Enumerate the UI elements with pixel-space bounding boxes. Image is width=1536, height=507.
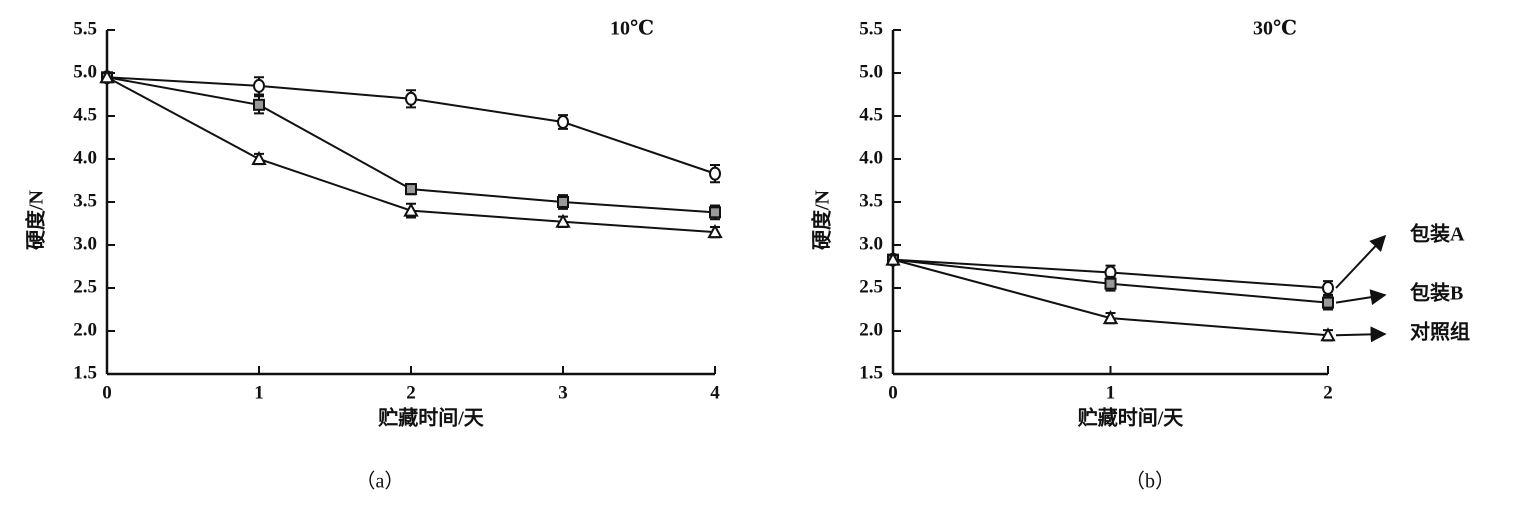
marker: [253, 98, 265, 111]
x-tick-label: 4: [710, 382, 720, 403]
legend-label: 包装A: [1410, 222, 1465, 246]
x-tick-label: 2: [406, 382, 416, 403]
marker: [1102, 310, 1119, 325]
y-axis-label: 硬度/N: [810, 189, 834, 250]
caption: （a）: [356, 470, 405, 493]
y-tick-label: 1.5: [859, 362, 883, 383]
x-tick-label: 3: [558, 382, 568, 403]
y-tick-label: 4.5: [859, 104, 883, 125]
marker: [1322, 296, 1334, 309]
y-tick-label: 5.5: [73, 18, 97, 39]
y-tick-label: 5.0: [73, 61, 97, 82]
legend-label: 包装B: [1410, 281, 1463, 305]
marker: [1322, 281, 1334, 295]
y-tick-label: 3.0: [859, 233, 883, 254]
x-axis-label: 贮藏时间/天: [377, 406, 485, 430]
chart-title: 10℃: [610, 18, 654, 40]
x-tick-label: 2: [1323, 382, 1333, 403]
y-tick-label: 4.5: [73, 104, 97, 125]
marker: [1104, 277, 1117, 290]
x-tick-label: 1: [1106, 382, 1116, 403]
y-tick-label: 1.5: [73, 362, 97, 383]
marker: [709, 166, 721, 181]
marker: [707, 224, 723, 239]
x-tick-label: 1: [254, 382, 264, 403]
marker: [555, 213, 571, 228]
y-tick-label: 3.5: [73, 190, 97, 211]
marker: [557, 115, 569, 130]
marker: [1320, 327, 1336, 342]
y-axis-label: 硬度/N: [24, 189, 48, 250]
legend-label: 对照组: [1410, 320, 1470, 344]
marker: [253, 78, 265, 93]
y-tick-label: 2.5: [859, 276, 883, 297]
y-tick-label: 4.0: [73, 147, 97, 168]
y-tick-label: 3.0: [73, 233, 97, 254]
y-tick-label: 2.5: [73, 276, 97, 297]
marker: [405, 183, 417, 196]
legend-arrow: [1335, 289, 1387, 306]
marker: [885, 251, 901, 266]
marker: [557, 196, 569, 208]
x-axis-label: 贮藏时间/天: [1077, 406, 1185, 430]
x-tick-label: 0: [102, 382, 112, 403]
y-tick-label: 4.0: [859, 147, 883, 168]
marker: [405, 91, 417, 106]
marker: [709, 206, 721, 219]
y-tick-label: 5.5: [859, 18, 883, 39]
marker: [251, 150, 267, 165]
y-tick-label: 5.0: [859, 61, 883, 82]
y-tick-label: 3.5: [859, 190, 883, 211]
caption: （b）: [1125, 470, 1175, 493]
marker: [403, 202, 419, 217]
legend-arrow: [1335, 326, 1387, 343]
marker: [99, 69, 115, 84]
y-tick-label: 2.0: [859, 319, 883, 340]
x-tick-label: 0: [888, 382, 898, 403]
legend-arrow: [1335, 234, 1387, 289]
chart-title: 30℃: [1253, 18, 1297, 40]
y-tick-label: 2.0: [73, 319, 97, 340]
